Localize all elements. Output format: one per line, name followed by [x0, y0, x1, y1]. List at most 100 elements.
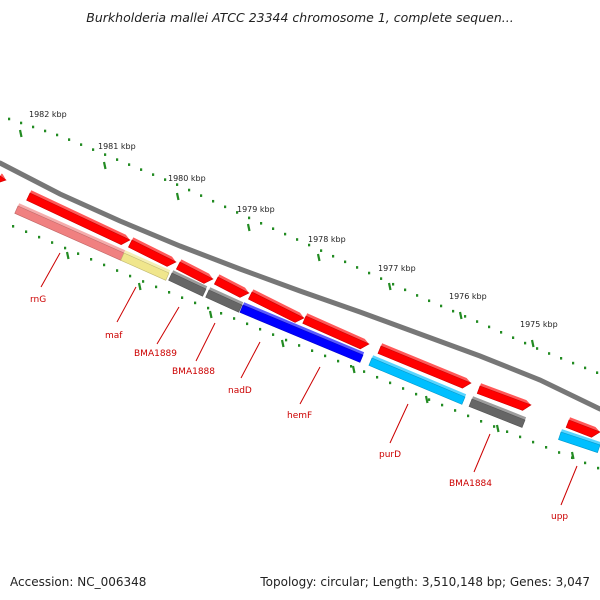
gene-leader-line	[116, 286, 137, 323]
inner-ruler-tick-minor	[103, 263, 106, 267]
ruler-tick-major	[458, 311, 463, 320]
inner-ruler-tick-minor	[324, 354, 327, 358]
inner-ruler-tick-minor	[493, 425, 496, 428]
ruler-tick-minor	[572, 361, 575, 365]
inner-ruler-tick-major	[280, 339, 285, 348]
gene-block-BMA1884[interactable]	[468, 396, 527, 428]
inner-ruler-tick-minor	[506, 430, 509, 433]
ruler-tick-minor	[452, 309, 455, 313]
map-title: Burkholderia mallei ATCC 23344 chromosom…	[86, 10, 514, 25]
ruler-tick-minor	[200, 194, 203, 197]
inner-ruler-tick-minor	[454, 409, 457, 412]
gene-label-nadD[interactable]: nadD	[228, 386, 252, 396]
ruler-tick-minor	[56, 133, 59, 137]
gene-block-BMA1889[interactable]	[168, 270, 208, 297]
ruler-tick-minor	[248, 216, 251, 220]
inner-ruler-tick-minor	[337, 359, 340, 363]
gene-arrow-forward-10[interactable]	[565, 417, 600, 438]
ruler-tick-minor	[500, 331, 503, 334]
ruler-tick-major	[175, 192, 180, 201]
gene-labels: rnG maf BMA1889 BMA1888 nadD hemF purD BMA1884 u…	[30, 295, 568, 522]
gene-label-upp[interactable]: upp	[551, 512, 568, 522]
inner-ruler-tick-minor	[272, 333, 275, 336]
ruler-tick-minor	[236, 211, 239, 214]
ruler-tick-minor	[344, 260, 347, 264]
ruler-tick-minor	[140, 168, 143, 171]
gene-arrow-forward-2[interactable]	[26, 190, 131, 246]
ruler-tick-minor	[164, 178, 167, 181]
ruler-tick-minor	[128, 163, 131, 166]
inner-ruler-tick-minor	[428, 398, 431, 401]
gene-block-BMA1888[interactable]	[205, 287, 244, 313]
inner-ruler-tick-minor	[220, 312, 223, 315]
gene-leader-line	[240, 341, 261, 379]
inner-ruler-tick-minor	[363, 370, 366, 373]
inner-ruler-tick-minor	[597, 466, 600, 470]
gene-label-maf[interactable]: maf	[105, 331, 123, 341]
forward-strand-genes	[0, 173, 600, 438]
inner-ruler-tick-minor	[90, 258, 93, 261]
inner-ruler-tick-minor	[155, 285, 158, 289]
inner-ruler-tick-major	[208, 310, 213, 319]
ruler-tick-major	[102, 161, 107, 170]
inner-ruler-tick-minor	[350, 365, 353, 368]
gene-block-upp[interactable]	[558, 429, 600, 453]
ruler-tick-minor	[512, 336, 515, 339]
ruler-tick-minor	[104, 153, 107, 156]
ruler-tick-minor	[308, 243, 311, 247]
gene-label-hemF[interactable]: hemF	[287, 411, 312, 421]
gene-leader-line	[473, 433, 491, 473]
gene-arrow-forward-7[interactable]	[302, 313, 370, 350]
gene-label-BMA1889[interactable]: BMA1889	[134, 349, 177, 359]
inner-ruler-tick-minor	[38, 235, 41, 239]
gene-arrow-forward-1[interactable]	[0, 173, 7, 184]
ruler-tick-minor	[260, 222, 263, 225]
inner-ruler-tick-minor	[311, 349, 314, 352]
gene-arrow-forward-9[interactable]	[476, 383, 532, 411]
gene-block-nadD-hemF[interactable]	[239, 302, 365, 363]
inner-ruler-tick-major	[424, 395, 429, 404]
gene-leader-line	[299, 366, 321, 405]
inner-ruler-tick-minor	[246, 322, 249, 326]
inner-ruler-tick-minor	[584, 461, 587, 465]
gene-arrow-forward-4[interactable]	[175, 259, 214, 284]
ruler-label-kbp: 1975 kbp	[520, 320, 558, 329]
gene-block-maf[interactable]	[120, 250, 171, 281]
ruler-tick-major	[316, 253, 321, 262]
inner-ruler-tick-minor	[467, 414, 470, 418]
ruler-tick-minor	[44, 129, 47, 133]
ruler-tick-minor	[32, 125, 35, 129]
inner-ruler-tick-minor	[233, 317, 236, 320]
gene-arrow-forward-8[interactable]	[377, 343, 472, 389]
inner-ruler-tick-minor	[129, 274, 132, 278]
inner-ruler-tick-minor	[285, 338, 288, 342]
ruler-label-kbp: 1979 kbp	[237, 205, 275, 214]
inner-ruler-tick-minor	[441, 403, 444, 407]
ruler-tick-minor	[212, 199, 215, 203]
ruler-tick-minor	[536, 347, 539, 350]
gene-label-rnG[interactable]: rnG	[30, 295, 46, 305]
gene-arrow-forward-6[interactable]	[248, 289, 305, 323]
gene-leader-line	[389, 403, 409, 444]
gene-arrow-forward-3[interactable]	[128, 237, 177, 267]
inner-ruler-tick-minor	[558, 451, 561, 454]
inner-ruler-tick-major	[495, 424, 500, 433]
inner-ruler-tick-minor	[298, 344, 301, 347]
ruler-tick-minor	[560, 357, 563, 360]
gene-arrow-forward-5[interactable]	[213, 274, 250, 298]
inner-ruler-tick-major	[570, 451, 575, 460]
gene-label-BMA1888[interactable]: BMA1888	[172, 367, 215, 377]
ruler-label-kbp: 1976 kbp	[449, 292, 487, 301]
gene-label-purD[interactable]: purD	[379, 450, 401, 460]
gene-block-purD[interactable]	[368, 355, 467, 405]
genome-stats-label: Topology: circular; Length: 3,510,148 bp…	[260, 575, 590, 589]
ruler-label-kbp: 1980 kbp	[168, 174, 206, 183]
gene-label-BMA1884[interactable]: BMA1884	[449, 479, 492, 489]
ruler-tick-minor	[116, 158, 119, 161]
ruler-tick-minor	[176, 183, 179, 186]
inner-ruler-tick-minor	[142, 280, 145, 283]
ruler-tick-minor	[68, 138, 71, 141]
ruler-label-kbp: 1981 kbp	[98, 142, 136, 151]
gene-label-leaders	[40, 252, 578, 506]
